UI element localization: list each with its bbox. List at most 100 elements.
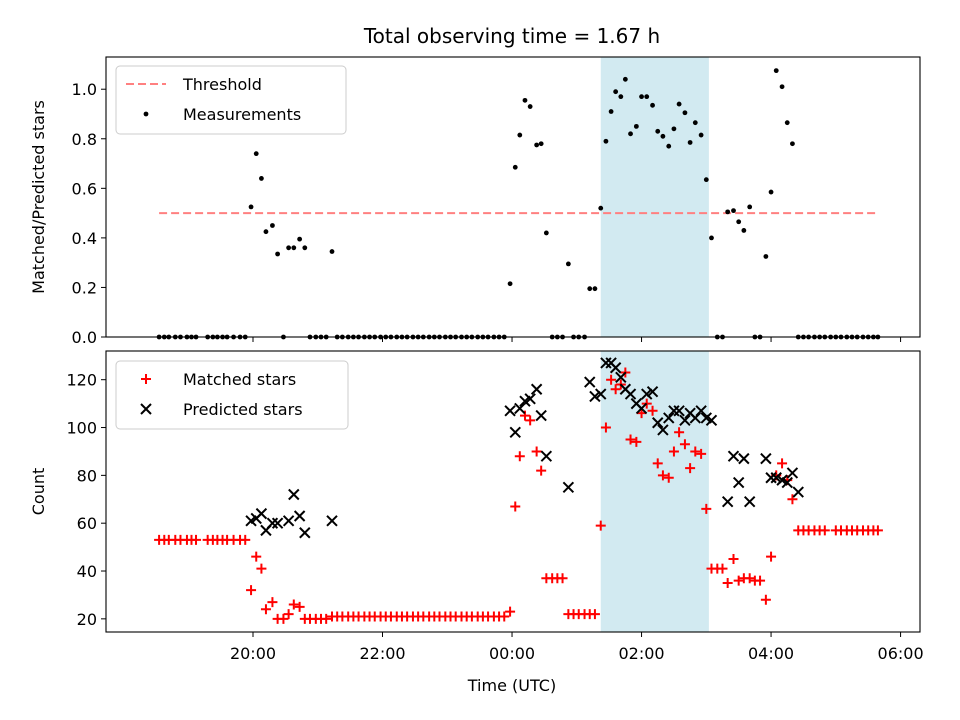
matched-star-point [610, 384, 621, 395]
measurement-point [565, 261, 571, 267]
measurement-point [644, 94, 650, 100]
matched-star-point [288, 599, 299, 610]
measurement-point [517, 132, 523, 138]
matched-star-point [755, 575, 766, 586]
axes-frame [105, 56, 921, 338]
axes-frame [105, 350, 921, 633]
measurement-point [613, 89, 619, 95]
matched-star-point [283, 609, 294, 620]
matched-star-point [510, 501, 521, 512]
x-tick-label: 00:00 [489, 644, 535, 663]
measurement-point [731, 208, 736, 214]
predicted-star-point [535, 409, 547, 422]
measurement-point [736, 219, 742, 225]
predicted-star-point [266, 517, 279, 529]
matched-star-point [600, 422, 611, 433]
predicted-star-point [792, 486, 804, 498]
matched-star-point [278, 613, 289, 624]
measurement-point [763, 254, 769, 259]
matched-star-point [260, 604, 271, 615]
predicted-star-point [624, 388, 637, 400]
predicted-star-point [584, 376, 596, 388]
measurement-point [773, 68, 779, 74]
y-tick-label: 40 [77, 562, 97, 581]
matched-star-point [701, 503, 712, 514]
predicted-star-point [562, 481, 575, 494]
predicted-star-point [657, 424, 669, 436]
matched-star-point [652, 458, 663, 469]
predicted-star-point [760, 452, 772, 465]
measurement-point [598, 205, 604, 211]
measurement-point [253, 151, 259, 157]
measurement-point [275, 251, 281, 257]
measurement-point [302, 245, 308, 251]
measurement-point [270, 223, 275, 228]
measurement-point [522, 97, 528, 103]
matched-star-point [606, 374, 617, 385]
predicted-star-point [514, 402, 526, 415]
bottom-panel-count: 20 40 60 80 100 120 20:00 22:00 00:00 02:00 04:00 0… [29, 350, 924, 663]
matched-star-point [685, 463, 696, 474]
matched-star-point [647, 405, 658, 416]
y-tick-label: 120 [66, 371, 97, 390]
measurement-point [671, 126, 677, 132]
legend-box [115, 360, 349, 430]
matched-star-point [514, 451, 525, 462]
y-tick-label: 80 [77, 466, 97, 485]
measurement-point [768, 189, 774, 195]
y-tick-label: 1.0 [72, 80, 97, 99]
matched-star-point [251, 551, 262, 562]
legend-label: Measurements [183, 105, 301, 124]
predicted-star-point [673, 405, 685, 417]
predicted-star-point [732, 476, 745, 489]
matched-star-point [256, 563, 267, 574]
legend-label: Predicted stars [183, 400, 303, 419]
measurement-point [587, 286, 593, 292]
predicted-star-point [609, 362, 622, 374]
measurement-point [527, 104, 533, 109]
predicted-star-point [786, 467, 799, 479]
y-tick-label: 0.0 [72, 328, 97, 347]
predicted-star-point [326, 515, 338, 527]
observing-window-band [600, 57, 709, 337]
measurement-point [538, 141, 544, 147]
matched-star-point [717, 563, 728, 574]
measurement-point [692, 120, 698, 126]
measurement-point [687, 140, 693, 145]
chart-title: Total observing time = 1.67 h [363, 24, 660, 48]
matched-star-point [536, 465, 547, 476]
predicted-star-point [646, 385, 659, 398]
x-tick-label: 22:00 [359, 644, 405, 663]
matched-star-point [657, 470, 668, 481]
predicted-star-point [781, 476, 793, 489]
matched-star-point [819, 525, 830, 536]
matched-star-point [625, 434, 636, 445]
matched-star-point [240, 534, 251, 545]
legend-label: Matched stars [183, 370, 296, 389]
measurement-point [534, 142, 540, 148]
matched-star-point [267, 597, 278, 608]
predicted-star-point [668, 405, 680, 417]
measurement-point [741, 228, 747, 233]
predicted-star-point [255, 507, 268, 520]
series-predicted-stars [245, 357, 804, 539]
measurement-point [698, 132, 704, 138]
predicted-star-point [589, 390, 601, 403]
predicted-star-point [738, 452, 750, 465]
measurement-point [297, 236, 303, 242]
matched-star-point [787, 494, 798, 505]
measurement-point [248, 204, 254, 210]
x-tick-label: 20:00 [230, 644, 276, 663]
observing-window-band [600, 351, 709, 632]
matched-star-point [760, 594, 771, 605]
predicted-star-point [140, 403, 152, 415]
matched-star-point [733, 575, 744, 586]
x-tick-label: 04:00 [748, 644, 794, 663]
y-tick-label: 60 [77, 514, 97, 533]
matched-star-point [557, 573, 568, 584]
matched-star-point [668, 446, 679, 457]
matched-star-point [766, 551, 777, 562]
predicted-star-point [721, 495, 734, 508]
x-tick-label: 06:00 [878, 644, 924, 663]
